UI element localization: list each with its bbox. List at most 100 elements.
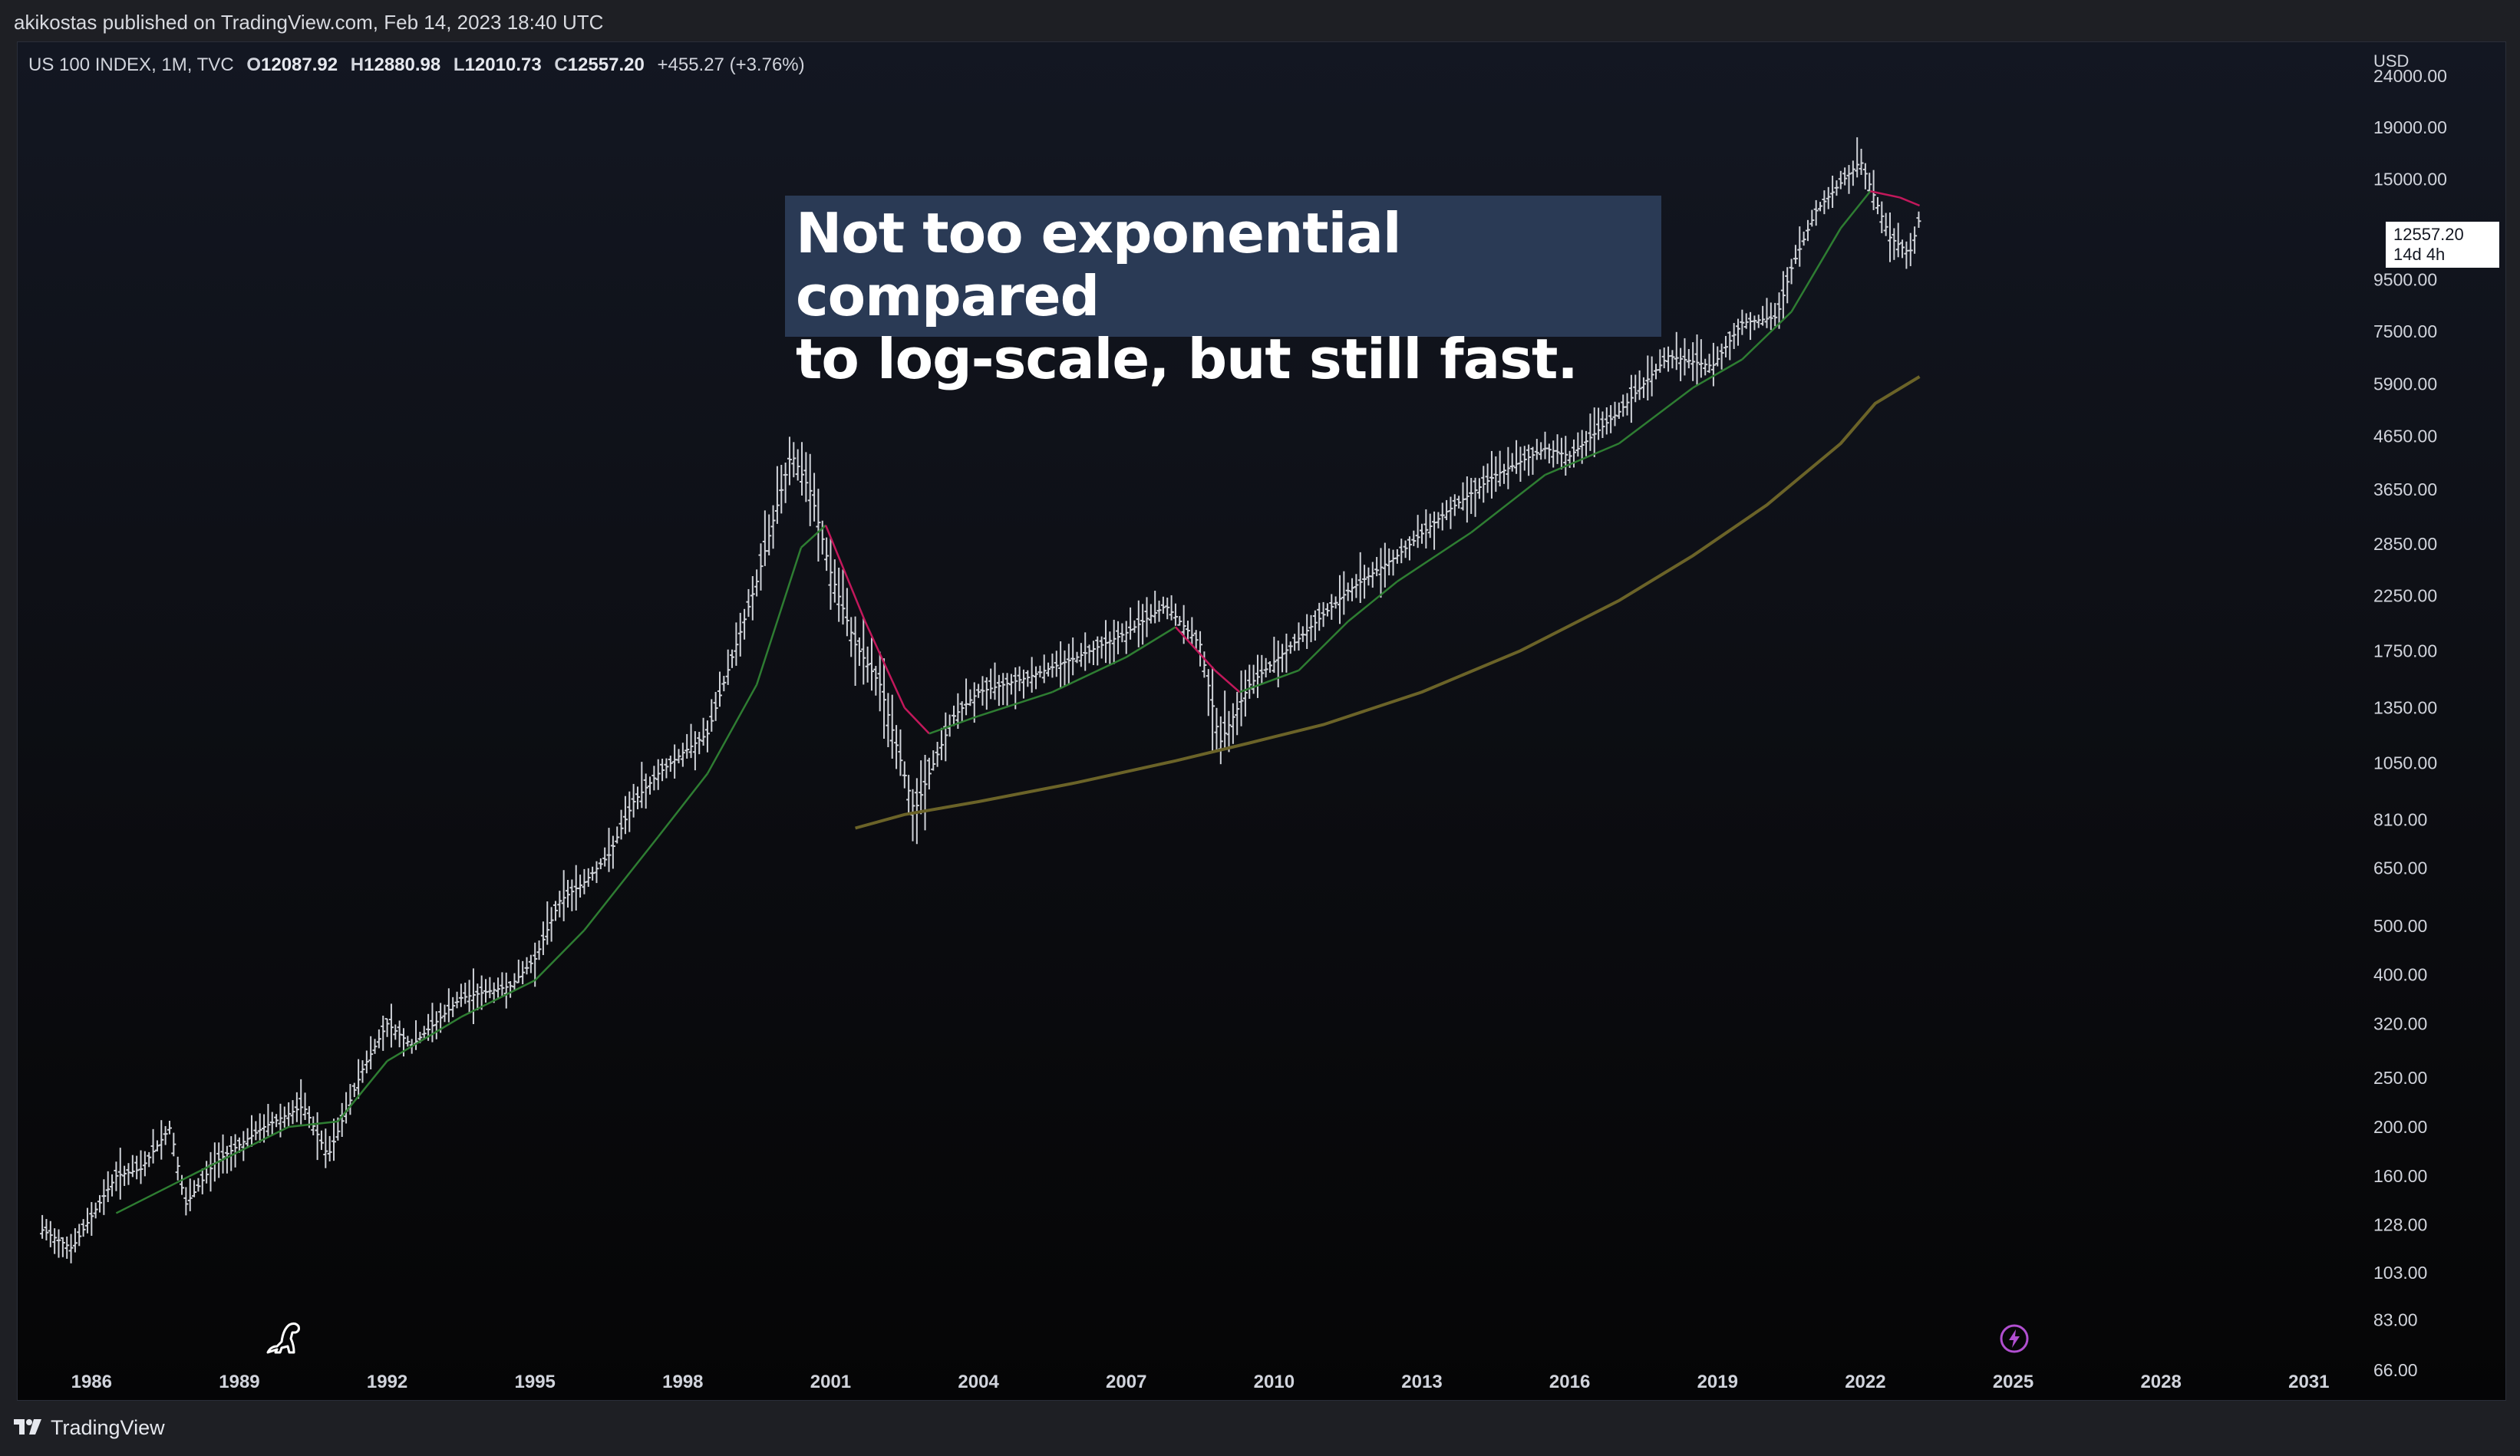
short-ma-segment (1899, 196, 1921, 207)
symbol-name[interactable]: US 100 INDEX, 1M, TVC (28, 54, 234, 75)
short-ma-segment (903, 707, 930, 735)
short-ma-segment (1839, 190, 1872, 229)
short-ma-segment (1214, 670, 1241, 693)
price-axis-tick: 9500.00 (2373, 269, 2437, 289)
price-axis-tick: 160.00 (2373, 1166, 2427, 1186)
change-value: +455.27 (+3.76%) (657, 54, 805, 75)
short-ma-segment (1126, 626, 1176, 658)
short-ma-segment (929, 715, 979, 735)
price-axis-tick: 1750.00 (2373, 641, 2437, 660)
footer-bar: TradingView (0, 1401, 2520, 1456)
short-ma-segment (1470, 474, 1546, 534)
low-label: L (453, 54, 465, 75)
short-ma-segment (978, 690, 1053, 717)
time-axis-tick: 1995 (515, 1372, 556, 1392)
time-axis-tick: 2022 (1845, 1372, 1885, 1392)
price-axis-tick: 320.00 (2373, 1013, 2427, 1033)
short-ma-segment (1870, 190, 1901, 199)
tradingview-logo-icon[interactable] (14, 1418, 45, 1436)
short-ma-segment (1298, 621, 1349, 671)
time-axis-tick: 2019 (1697, 1372, 1738, 1392)
short-ma-segment (1692, 358, 1743, 389)
price-axis-tick: 1050.00 (2373, 753, 2437, 772)
short-ma-segment (337, 1060, 388, 1122)
short-ma-segment (1347, 580, 1398, 623)
high-label: H (350, 54, 364, 75)
time-axis-tick: 2004 (958, 1372, 999, 1392)
price-axis-tick: 4650.00 (2373, 427, 2437, 446)
price-axis-tick: 7500.00 (2373, 321, 2437, 341)
dinosaur-icon[interactable] (263, 1316, 306, 1359)
high-value: 12880.98 (364, 54, 441, 75)
time-axis[interactable]: 1986 1989 1992 1995 1998 2001 2004 2007 2010 2013… (71, 1372, 2330, 1392)
time-axis-tick: 2001 (810, 1372, 851, 1392)
short-ma-segment (1175, 626, 1216, 671)
short-ma-segment (824, 525, 866, 622)
short-ma-segment (115, 1174, 191, 1214)
short-ma-segment (1618, 387, 1694, 445)
price-axis-tick: 2250.00 (2373, 585, 2437, 605)
time-axis-tick: 2007 (1106, 1372, 1146, 1392)
lightning-bolt-icon[interactable] (1999, 1323, 2030, 1354)
chart-canvas[interactable]: USD 24000.00 19000.00 15000.00 9500.00 7500.… (18, 42, 2506, 1401)
open-value: 12087.92 (261, 54, 338, 75)
price-axis-tick: 15000.00 (2373, 170, 2447, 189)
price-axis-tick: 200.00 (2373, 1117, 2427, 1137)
price-axis-tick: 103.00 (2373, 1263, 2427, 1283)
chart-panel[interactable]: USD 24000.00 19000.00 15000.00 9500.00 7500.… (17, 41, 2506, 1401)
short-ma-segment (1741, 311, 1793, 361)
price-axis-tick: 24000.00 (2373, 66, 2447, 86)
open-label: O (246, 54, 261, 75)
short-ma-segment (190, 1125, 289, 1177)
annotation-textbox[interactable]: Not too exponential compared to log-scal… (785, 196, 1661, 390)
short-ma-segment (706, 684, 758, 775)
annotation-line-1: Not too exponential compared (796, 201, 1402, 328)
close-label: C (554, 54, 568, 75)
short-ma-segment (800, 524, 826, 548)
symbol-legend: US 100 INDEX, 1M, TVC O12087.92 H12880.9… (28, 54, 813, 76)
price-axis-tick: 810.00 (2373, 810, 2427, 830)
price-axis-tick: 128.00 (2373, 1215, 2427, 1235)
short-ma-segment (1051, 656, 1127, 693)
short-ma-segment (289, 1120, 338, 1128)
short-ma-segment (583, 835, 659, 931)
price-axis-tick: 66.00 (2373, 1360, 2418, 1380)
price-axis-tick: 650.00 (2373, 858, 2427, 878)
time-axis-tick: 2031 (2288, 1372, 2329, 1392)
short-ma-segment (1545, 442, 1620, 476)
short-ma-segment (386, 1016, 462, 1062)
moving-averages (115, 190, 1921, 1214)
price-axis-tick: 500.00 (2373, 916, 2427, 936)
price-axis-tick: 3650.00 (2373, 479, 2437, 499)
footer-brand[interactable]: TradingView (51, 1416, 165, 1439)
last-price-tag: 12557.20 14d 4h (2386, 222, 2499, 268)
price-axis-tick: 2850.00 (2373, 534, 2437, 554)
short-ma-segment (534, 929, 585, 981)
price-axis-tick: 250.00 (2373, 1068, 2427, 1088)
short-ma-segment (1790, 227, 1842, 313)
price-bars (40, 137, 1921, 1263)
close-value: 12557.20 (567, 54, 645, 75)
price-axis-tick: 1350.00 (2373, 698, 2437, 718)
price-axis-tick: 5900.00 (2373, 374, 2437, 394)
price-axis[interactable]: USD 24000.00 19000.00 15000.00 9500.00 7500.… (2373, 51, 2447, 1380)
price-axis-tick: 19000.00 (2373, 117, 2447, 137)
time-axis-tick: 1992 (367, 1372, 407, 1392)
price-axis-unit: USD (2373, 51, 2409, 71)
time-axis-tick: 1986 (71, 1372, 112, 1392)
price-axis-tick: 83.00 (2373, 1310, 2418, 1330)
bar-countdown: 14d 4h (2393, 245, 2446, 264)
short-ma-segment (657, 772, 708, 838)
low-value: 12010.73 (464, 54, 542, 75)
time-axis-tick: 1998 (662, 1372, 703, 1392)
time-axis-tick: 2010 (1254, 1372, 1295, 1392)
time-axis-tick: 2025 (1993, 1372, 2033, 1392)
annotation-line-2: to log-scale, but still fast. (796, 327, 1578, 391)
short-ma-segment (1397, 532, 1472, 582)
price-axis-tick: 400.00 (2373, 965, 2427, 985)
publisher-caption: akikostas published on TradingView.com, … (14, 11, 604, 34)
time-axis-tick: 2016 (1549, 1372, 1590, 1392)
short-ma-segment (460, 979, 536, 1018)
time-axis-tick: 2028 (2140, 1372, 2181, 1392)
last-price-value: 12557.20 (2393, 225, 2464, 244)
